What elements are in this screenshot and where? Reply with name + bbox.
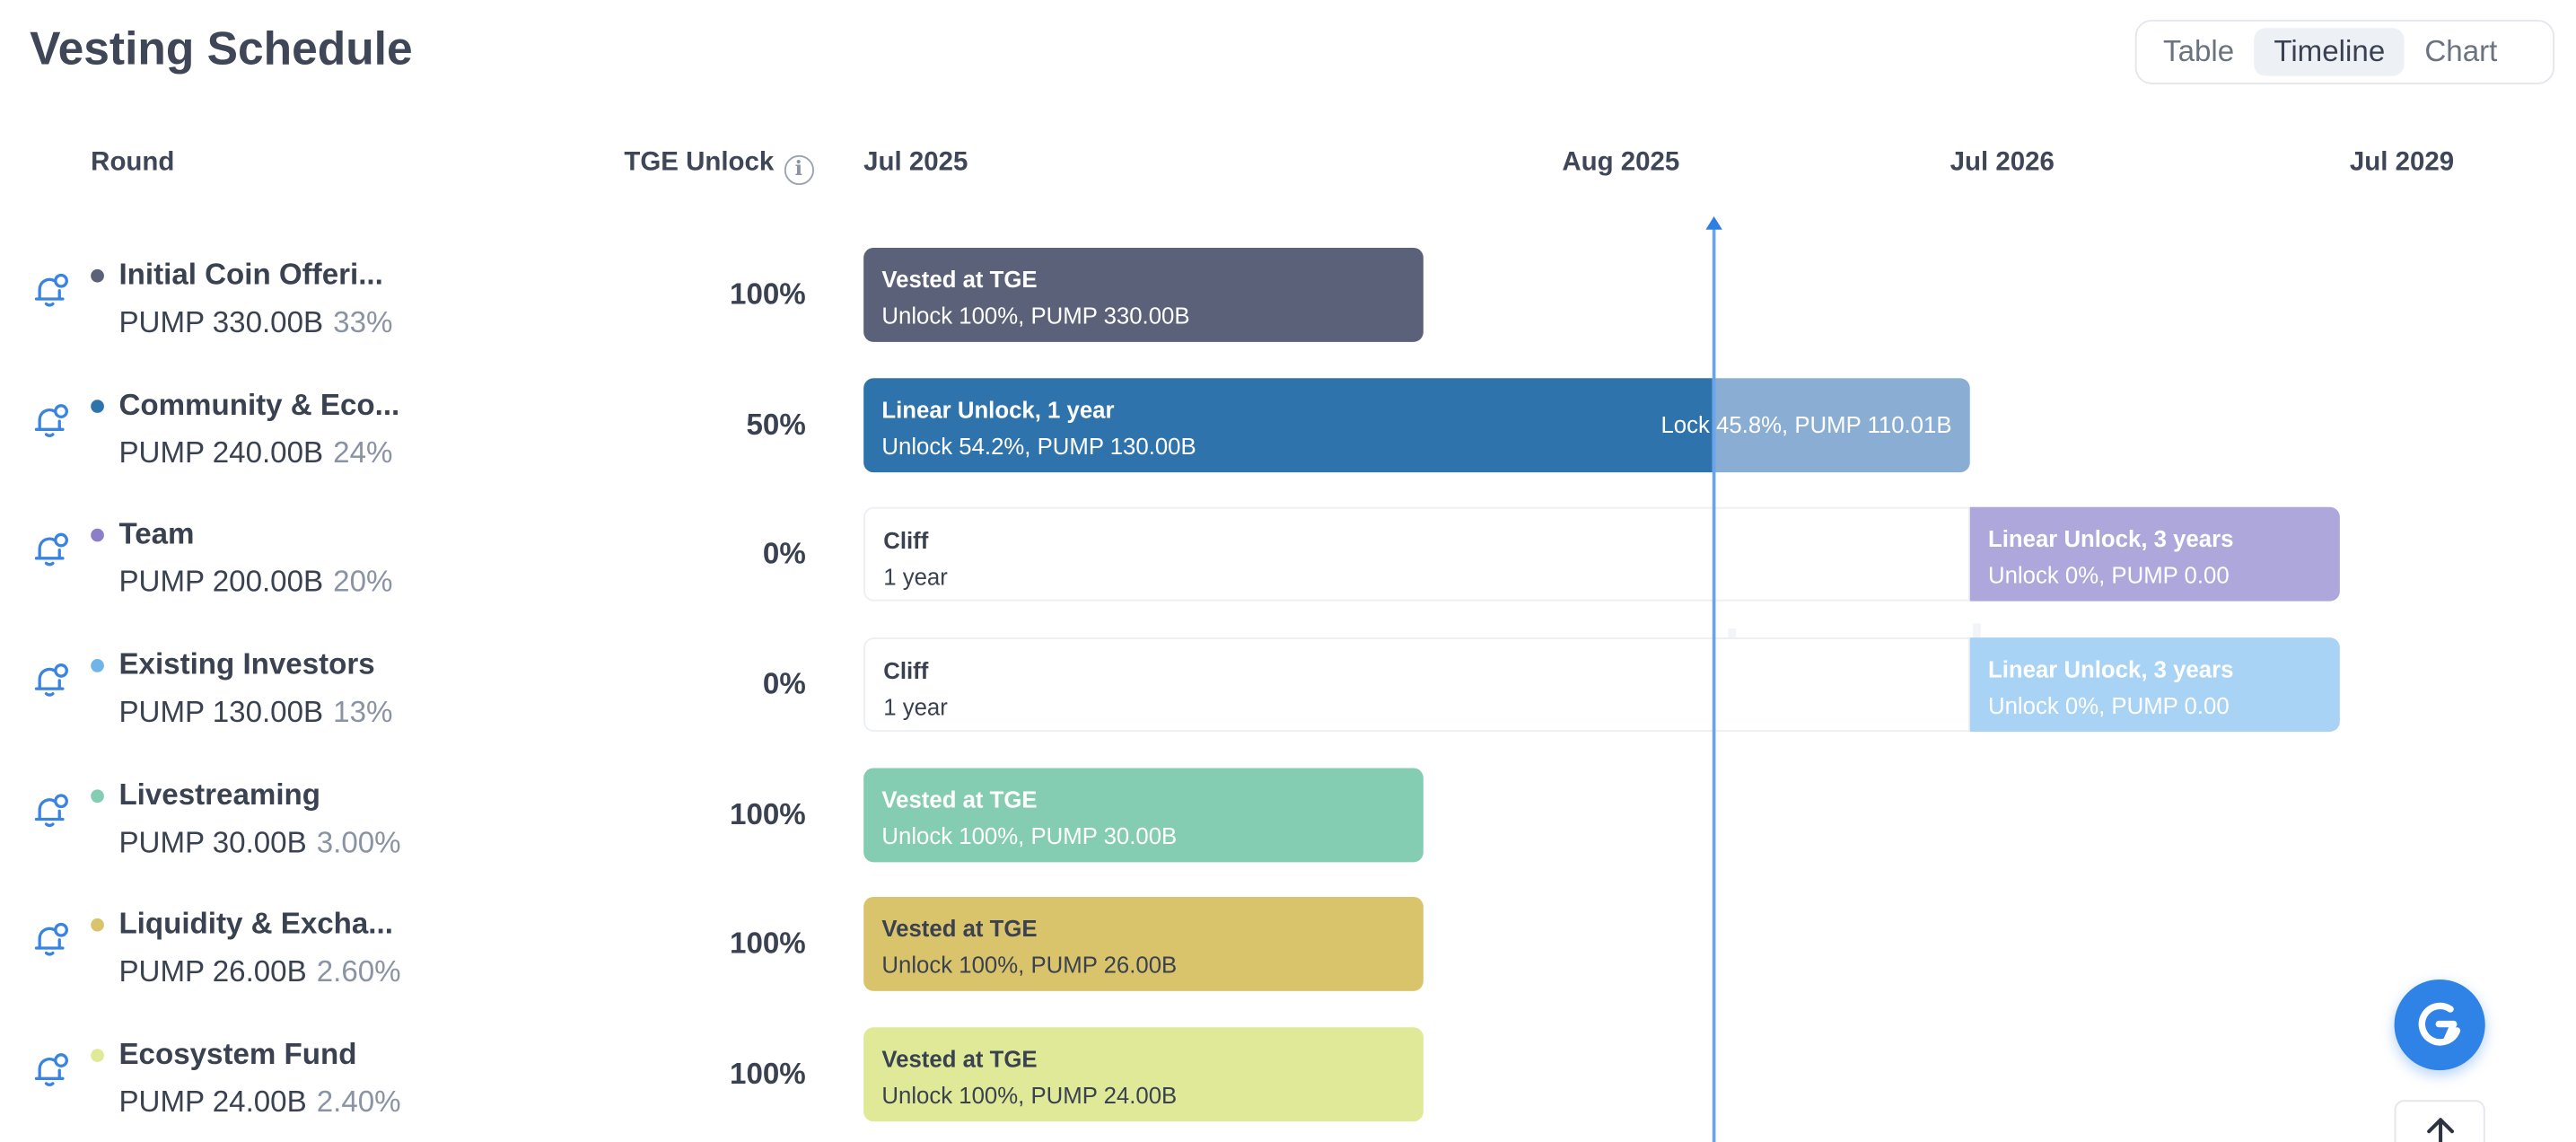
page-title: Vesting Schedule <box>30 22 413 75</box>
bell-plus-icon[interactable] <box>33 920 69 960</box>
timeline-date-label: Jul 2029 <box>2349 148 2455 177</box>
round-share: 2.60% <box>316 954 401 988</box>
vesting-bar-title: Vested at TGE <box>881 915 1038 943</box>
view-table-button[interactable]: Table <box>2163 34 2235 68</box>
column-header-round: Round <box>91 148 175 177</box>
view-toggle: Table Timeline Chart <box>2134 20 2555 84</box>
view-chart-button[interactable]: Chart <box>2424 34 2498 68</box>
round-color-dot <box>91 268 104 283</box>
round-share: 13% <box>333 695 393 729</box>
round-allocation: PUMP 240.00B 24% <box>118 435 392 470</box>
bell-plus-icon[interactable] <box>33 1050 69 1090</box>
linear-unlock-bar[interactable]: Linear Unlock, 3 years Unlock 0%, PUMP 0.… <box>1969 637 2340 732</box>
column-header-tge-unlock: TGE Unlock i <box>624 148 814 186</box>
round-name[interactable]: Ecosystem Fund <box>118 1037 357 1071</box>
vesting-bar-detail: Unlock 100%, PUMP 24.00B <box>881 1082 1178 1109</box>
bell-plus-icon[interactable] <box>33 661 69 700</box>
column-header-tge-label: TGE Unlock <box>624 148 775 177</box>
linear-unlock-bar[interactable]: Linear Unlock, 1 year Unlock 54.2%, PUMP … <box>863 377 1713 472</box>
linear-unlock-title: Linear Unlock, 3 years <box>1987 655 2234 682</box>
vesting-bar-detail: Unlock 100%, PUMP 30.00B <box>881 821 1178 849</box>
timeline-date-label: Jul 2025 <box>863 148 968 177</box>
vesting-bar[interactable]: Vested at TGE Unlock 100%, PUMP 24.00B <box>863 1027 1424 1122</box>
round-amount: PUMP 26.00B <box>118 954 307 988</box>
locked-portion-bar[interactable] <box>1712 377 1970 472</box>
view-timeline-button[interactable]: Timeline <box>2254 28 2405 76</box>
cliff-bar[interactable]: Cliff 1 year <box>863 507 1970 602</box>
round-tge-unlock: 0% <box>762 667 806 701</box>
bell-plus-icon[interactable] <box>33 791 69 830</box>
round-allocation: PUMP 30.00B 3.00% <box>118 825 400 860</box>
round-name[interactable]: Existing Investors <box>118 647 375 681</box>
round-name[interactable]: Community & Eco... <box>118 387 400 421</box>
round-tge-unlock: 100% <box>730 927 806 961</box>
round-share: 20% <box>333 565 393 599</box>
vesting-bar[interactable]: Vested at TGE Unlock 100%, PUMP 330.00B <box>863 247 1424 342</box>
round-name[interactable]: Livestreaming <box>118 777 320 811</box>
current-date-line <box>1712 227 1716 1142</box>
bell-plus-icon[interactable] <box>33 271 69 311</box>
round-name[interactable]: Liquidity & Excha... <box>118 907 393 941</box>
vesting-bar-title: Vested at TGE <box>881 1045 1038 1072</box>
round-tge-unlock: 100% <box>730 277 806 311</box>
round-share: 24% <box>333 435 393 469</box>
current-date-marker <box>1705 216 1722 230</box>
vesting-bar[interactable]: Vested at TGE Unlock 100%, PUMP 26.00B <box>863 897 1424 992</box>
vesting-bar-title: Vested at TGE <box>881 266 1038 293</box>
cliff-bar-title: Cliff <box>883 657 929 684</box>
round-allocation: PUMP 24.00B 2.40% <box>118 1085 400 1120</box>
round-allocation: PUMP 26.00B 2.60% <box>118 955 400 990</box>
bell-plus-icon[interactable] <box>33 531 69 570</box>
round-color-dot <box>91 529 104 543</box>
linear-unlock-detail: Unlock 0%, PUMP 0.00 <box>1987 562 2230 589</box>
round-name[interactable]: Initial Coin Offeri... <box>118 257 383 291</box>
round-amount: PUMP 130.00B <box>118 695 324 729</box>
round-amount: PUMP 30.00B <box>118 825 307 859</box>
arrow-up-icon <box>2427 1118 2454 1142</box>
info-icon[interactable]: i <box>784 154 814 186</box>
timeline-date-label: Jul 2026 <box>1950 148 2055 177</box>
cliff-bar-title: Cliff <box>883 527 929 554</box>
linear-unlock-title: Linear Unlock, 1 year <box>881 395 1115 423</box>
round-color-dot <box>91 918 104 933</box>
scroll-top-button[interactable] <box>2394 1100 2485 1142</box>
round-share: 3.00% <box>316 825 401 859</box>
round-allocation: PUMP 330.00B 33% <box>118 305 392 340</box>
round-amount: PUMP 200.00B <box>118 565 324 599</box>
round-share: 2.40% <box>316 1085 401 1119</box>
cliff-bar-detail: 1 year <box>883 563 948 591</box>
round-color-dot <box>91 399 104 413</box>
cliff-bar-detail: 1 year <box>883 693 948 721</box>
round-allocation: PUMP 200.00B 20% <box>118 566 392 601</box>
vesting-bar-detail: Unlock 100%, PUMP 330.00B <box>881 302 1190 329</box>
linear-unlock-detail: Unlock 0%, PUMP 0.00 <box>1987 691 2230 719</box>
round-color-dot <box>91 788 104 803</box>
cliff-bar[interactable]: Cliff 1 year <box>863 637 1970 732</box>
round-amount: PUMP 240.00B <box>118 435 324 469</box>
timeline-date-label: Aug 2025 <box>1562 148 1680 177</box>
locked-portion-label: Lock 45.8%, PUMP 110.01B <box>1660 411 1952 438</box>
linear-unlock-title: Linear Unlock, 3 years <box>1987 525 2234 553</box>
linear-unlock-bar[interactable]: Linear Unlock, 3 years Unlock 0%, PUMP 0.… <box>1969 507 2340 602</box>
round-share: 33% <box>333 305 393 339</box>
round-tge-unlock: 100% <box>730 796 806 830</box>
round-color-dot <box>91 1049 104 1062</box>
round-allocation: PUMP 130.00B 13% <box>118 696 392 731</box>
round-color-dot <box>91 659 104 672</box>
cryptorank-logo-icon[interactable] <box>2394 979 2485 1071</box>
round-tge-unlock: 100% <box>730 1057 806 1091</box>
round-tge-unlock: 0% <box>762 537 806 571</box>
vesting-bar-detail: Unlock 100%, PUMP 26.00B <box>881 952 1178 979</box>
round-amount: PUMP 24.00B <box>118 1085 307 1119</box>
vesting-bar-title: Vested at TGE <box>881 786 1038 813</box>
bell-plus-icon[interactable] <box>33 400 69 440</box>
linear-unlock-detail: Unlock 54.2%, PUMP 130.00B <box>881 432 1196 459</box>
round-tge-unlock: 50% <box>746 407 806 441</box>
round-name[interactable]: Team <box>118 517 195 551</box>
vesting-bar[interactable]: Vested at TGE Unlock 100%, PUMP 30.00B <box>863 767 1424 862</box>
round-amount: PUMP 330.00B <box>118 305 324 339</box>
